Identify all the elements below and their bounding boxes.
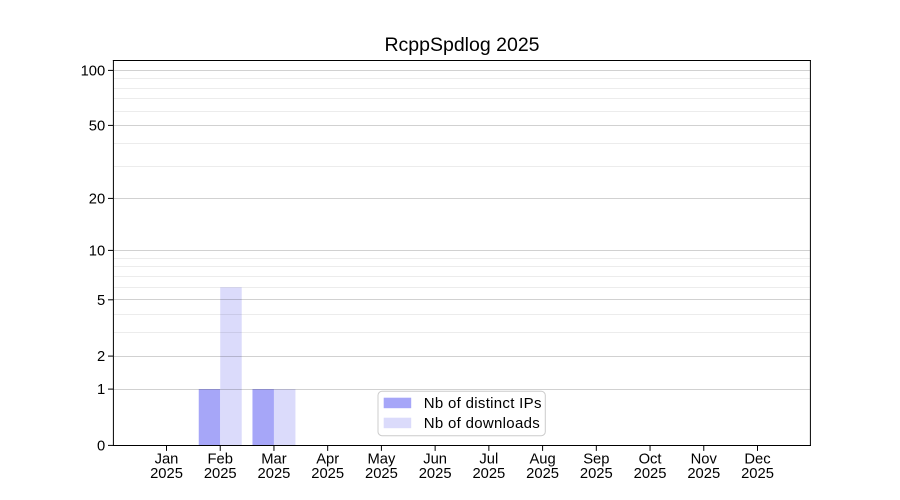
- svg-text:2025: 2025: [741, 466, 774, 482]
- svg-text:Nb of downloads: Nb of downloads: [424, 415, 540, 432]
- svg-text:Oct: Oct: [639, 452, 662, 468]
- svg-text:Nb of distinct IPs: Nb of distinct IPs: [424, 395, 542, 412]
- svg-text:Jul: Jul: [479, 452, 498, 468]
- svg-text:2025: 2025: [580, 466, 613, 482]
- svg-text:2025: 2025: [204, 466, 237, 482]
- svg-text:Nov: Nov: [691, 452, 718, 468]
- svg-text:20: 20: [89, 191, 105, 207]
- svg-text:5: 5: [97, 293, 105, 309]
- svg-text:2025: 2025: [258, 466, 291, 482]
- svg-text:Apr: Apr: [316, 452, 339, 468]
- svg-text:0: 0: [97, 438, 105, 454]
- svg-text:1: 1: [97, 382, 105, 398]
- svg-text:2025: 2025: [472, 466, 505, 482]
- svg-text:Jan: Jan: [155, 452, 179, 468]
- svg-text:2025: 2025: [311, 466, 344, 482]
- svg-text:10: 10: [89, 243, 105, 259]
- svg-text:100: 100: [81, 63, 106, 79]
- svg-text:Dec: Dec: [744, 452, 770, 468]
- svg-text:Mar: Mar: [261, 452, 286, 468]
- svg-text:2025: 2025: [687, 466, 720, 482]
- svg-text:Feb: Feb: [208, 452, 233, 468]
- svg-text:Aug: Aug: [529, 452, 555, 468]
- svg-text:Jun: Jun: [423, 452, 447, 468]
- svg-text:50: 50: [89, 118, 105, 134]
- svg-text:Sep: Sep: [583, 452, 609, 468]
- svg-text:2025: 2025: [365, 466, 398, 482]
- svg-text:May: May: [367, 452, 395, 468]
- svg-text:2025: 2025: [634, 466, 667, 482]
- svg-text:2025: 2025: [526, 466, 559, 482]
- svg-text:2025: 2025: [419, 466, 452, 482]
- svg-text:2025: 2025: [150, 466, 183, 482]
- svg-text:RcppSpdlog 2025: RcppSpdlog 2025: [384, 34, 539, 56]
- svg-text:2: 2: [97, 349, 105, 365]
